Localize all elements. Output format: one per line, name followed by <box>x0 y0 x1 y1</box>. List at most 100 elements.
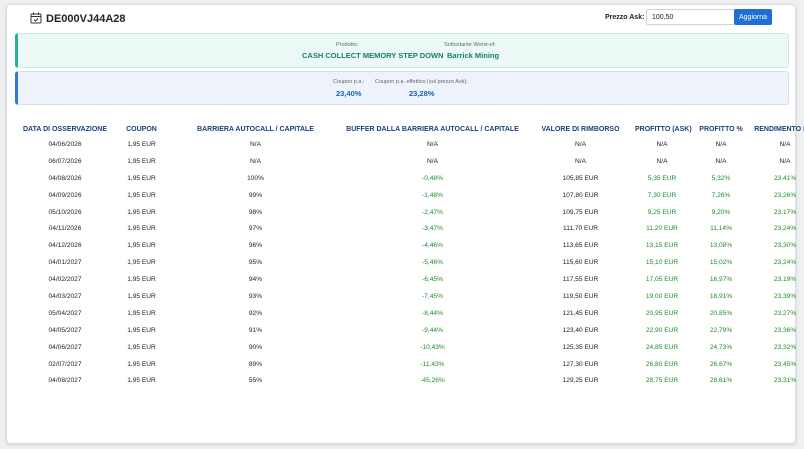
table-cell: 117,55 EUR <box>562 276 599 284</box>
table-row: 04/03/2027 1,95 EUR 93% -7,45% 119,50 EUR 19,… <box>21 288 804 305</box>
column-header: VALORE DI RIMBORSO <box>541 126 620 133</box>
table-cell: 02/07/2027 <box>48 360 82 368</box>
table-cell: -9,44% <box>422 326 443 334</box>
table-cell: -5,46% <box>422 259 443 267</box>
coupon-value: 23,40% <box>336 89 362 98</box>
column-header: PROFITTO (ASK) <box>635 126 692 133</box>
table-cell: 04/03/2027 <box>48 292 82 300</box>
ask-price-input[interactable] <box>646 9 735 25</box>
table-cell: 28,75 EUR <box>645 377 679 385</box>
table-row: 04/08/2027 1,95 EUR 55% -45,26% 129,25 EUR 28… <box>21 372 804 389</box>
table-cell: 22,79% <box>709 326 733 334</box>
table-cell: 107,80 EUR <box>562 191 599 199</box>
table-cell: -6,45% <box>422 276 443 284</box>
table-cell: 24,85 EUR <box>645 343 679 351</box>
observation-table: DATA DI OSSERVAZIONE COUPON BARRIERA AUT… <box>21 123 804 389</box>
table-cell: N/A <box>427 140 438 148</box>
table-cell: 24,73% <box>709 343 733 351</box>
table-cell: 23,26% <box>773 191 797 199</box>
table-cell: 100% <box>247 174 264 182</box>
table-cell: 109,75 EUR <box>562 208 599 216</box>
table-header-row: DATA DI OSSERVAZIONE COUPON BARRIERA AUT… <box>21 123 804 136</box>
table-cell: 26,67% <box>709 360 733 368</box>
table-cell: 23,17% <box>773 208 797 216</box>
table-cell: 5,35 EUR <box>647 174 677 182</box>
table-cell: -2,47% <box>422 208 443 216</box>
table-row: 04/11/2026 1,95 EUR 97% -3,47% 111,70 EUR 11,… <box>21 220 804 237</box>
product-label: Prodotto: <box>336 42 359 48</box>
table-row: 04/01/2027 1,95 EUR 95% -5,46% 115,60 EUR 15,… <box>21 254 804 271</box>
header-bar: DE000VJ44A28 Prezzo Ask: Aggiorna <box>7 5 795 32</box>
table-cell: 1,95 EUR <box>127 225 156 233</box>
update-button[interactable]: Aggiorna <box>734 9 772 25</box>
table-cell: 23,27% <box>773 309 797 317</box>
table-cell: 23,36% <box>773 326 797 334</box>
table-cell: 23,24% <box>773 225 797 233</box>
table-cell: 1,95 EUR <box>127 360 156 368</box>
table-cell: 1,95 EUR <box>127 140 156 148</box>
table-cell: -4,46% <box>422 242 443 250</box>
table-cell: 23,45% <box>773 360 797 368</box>
product-info-box: Prodotto: CASH COLLECT MEMORY STEP DOWN … <box>15 33 789 68</box>
table-cell: 93% <box>248 292 263 300</box>
table-cell: 1,95 EUR <box>127 242 156 250</box>
isin-title: DE000VJ44A28 <box>46 13 126 25</box>
table-cell: 04/09/2026 <box>48 191 82 199</box>
ask-price-label: Prezzo Ask: <box>605 14 645 21</box>
underlying-label: Sottostante Worst-of: <box>444 42 496 48</box>
table-cell: 23,30% <box>773 242 797 250</box>
table-cell: 1,95 EUR <box>127 326 156 334</box>
table-cell: -45,26% <box>420 377 445 385</box>
table-cell: 7,30 EUR <box>647 191 677 199</box>
table-cell: -1,48% <box>422 191 443 199</box>
table-cell: N/A <box>427 157 438 165</box>
table-cell: 1,95 EUR <box>127 276 156 284</box>
table-cell: 20,95 EUR <box>645 309 679 317</box>
table-cell: -8,44% <box>422 309 443 317</box>
table-cell: 5,32% <box>711 174 731 182</box>
table-cell: N/A <box>250 140 261 148</box>
table-cell: 11,20 EUR <box>646 225 678 233</box>
column-header: BUFFER DALLA BARRIERA AUTOCALL / CAPITAL… <box>346 126 519 133</box>
table-cell: 18,91% <box>709 292 733 300</box>
table-cell: 90% <box>248 343 263 351</box>
table-cell: 55% <box>248 377 263 385</box>
column-header: DATA DI OSSERVAZIONE <box>23 126 108 133</box>
table-cell: 129,25 EUR <box>562 377 599 385</box>
table-row: 02/07/2027 1,95 EUR 89% -11,43% 127,30 EUR 26… <box>21 356 804 373</box>
calendar-check-icon <box>30 12 42 24</box>
table-cell: 9,20% <box>711 208 731 216</box>
table-cell: 23,32% <box>773 343 797 351</box>
table-cell: 94% <box>248 276 263 284</box>
table-cell: 04/02/2027 <box>48 276 82 284</box>
table-cell: 22,90 EUR <box>645 326 679 334</box>
table-cell: 89% <box>248 360 263 368</box>
table-cell: 7,26% <box>711 191 731 199</box>
table-cell: N/A <box>250 157 261 165</box>
table-row: 05/04/2027 1,95 EUR 92% -8,44% 121,45 EUR 20,… <box>21 305 804 322</box>
table-cell: -10,43% <box>420 343 445 351</box>
table-cell: -7,45% <box>422 292 443 300</box>
table-cell: 95% <box>248 259 263 267</box>
table-row: 04/06/2027 1,95 EUR 90% -10,43% 125,35 EUR 24… <box>21 339 804 356</box>
table-cell: N/A <box>715 140 727 148</box>
product-value: CASH COLLECT MEMORY STEP DOWN <box>302 51 444 60</box>
table-row: 06/07/2026 1,95 EUR N/A N/A N/A N/A N/A N/A <box>21 153 804 170</box>
table-cell: 28,61% <box>709 377 733 385</box>
coupon-label: Coupon p.a.: <box>333 79 365 85</box>
table-cell: 1,95 EUR <box>127 259 156 267</box>
table-cell: N/A <box>656 157 668 165</box>
table-cell: 17,05 EUR <box>645 276 679 284</box>
table-cell: 04/06/2026 <box>48 140 82 148</box>
column-header: COUPON <box>126 126 157 133</box>
table-cell: 99% <box>248 191 263 199</box>
table-cell: 119,50 EUR <box>562 292 599 300</box>
table-cell: 05/10/2026 <box>48 208 82 216</box>
table-row: 04/05/2027 1,95 EUR 91% -9,44% 123,40 EUR 22,… <box>21 322 804 339</box>
table-cell: 1,95 EUR <box>127 208 156 216</box>
table-row: 05/10/2026 1,95 EUR 98% -2,47% 109,75 EUR 9,2… <box>21 204 804 221</box>
table-cell: 98% <box>248 208 263 216</box>
table-cell: 19,00 EUR <box>645 292 679 300</box>
table-cell: 15,02% <box>709 259 733 267</box>
table-cell: 23,39% <box>773 292 797 300</box>
